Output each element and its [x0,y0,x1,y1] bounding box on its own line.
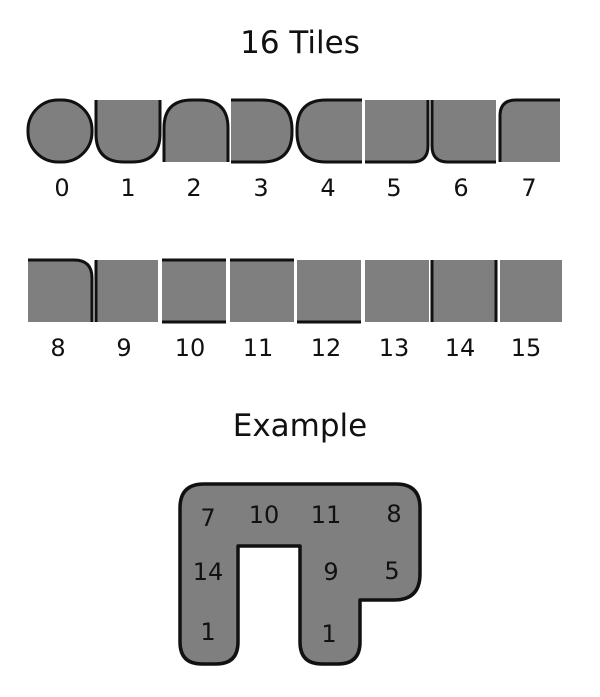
tile-3 [231,98,294,164]
tile-label-14: 14 [445,334,476,362]
example-label-5: 5 [384,557,399,585]
tile-7 [498,98,560,162]
tile-9 [94,260,158,322]
example-label-1-right: 1 [321,620,336,648]
tile-label-9: 9 [116,334,131,362]
tile-label-12: 12 [311,334,342,362]
tile-label-15: 15 [511,334,542,362]
example-shape [178,482,422,666]
tile-label-4: 4 [320,174,335,202]
tile-label-10: 10 [175,334,206,362]
example-label-9: 9 [323,558,338,586]
example-label-11: 11 [311,501,342,529]
example-label-7: 7 [200,504,215,532]
tile-label-8: 8 [50,334,65,362]
tile-label-1: 1 [120,174,135,202]
tile-12 [297,260,361,324]
example-label-14: 14 [193,558,224,586]
tile-13 [365,260,429,322]
tile-4 [295,98,362,164]
tile-label-3: 3 [253,174,268,202]
tile-2 [162,98,230,162]
tile-8 [28,258,94,322]
example-title: Example [232,408,368,444]
example-label-8: 8 [386,500,401,528]
tile-label-5: 5 [386,174,401,202]
tile-15 [500,260,562,322]
tile-5 [365,100,430,164]
tile-6 [430,100,496,164]
tile-1 [94,100,162,164]
tile-label-6: 6 [453,174,468,202]
tile-label-11: 11 [243,334,274,362]
tile-label-13: 13 [379,334,410,362]
tile-14 [430,260,498,322]
tile-label-2: 2 [186,174,201,202]
tile-label-7: 7 [521,174,536,202]
tile-11 [230,258,294,322]
tile-10 [162,258,226,324]
tile-0 [26,98,94,164]
page-title: 16 Tiles [240,25,360,61]
example-label-10: 10 [249,501,280,529]
tile-label-0: 0 [54,174,69,202]
example-label-1-left: 1 [200,618,215,646]
